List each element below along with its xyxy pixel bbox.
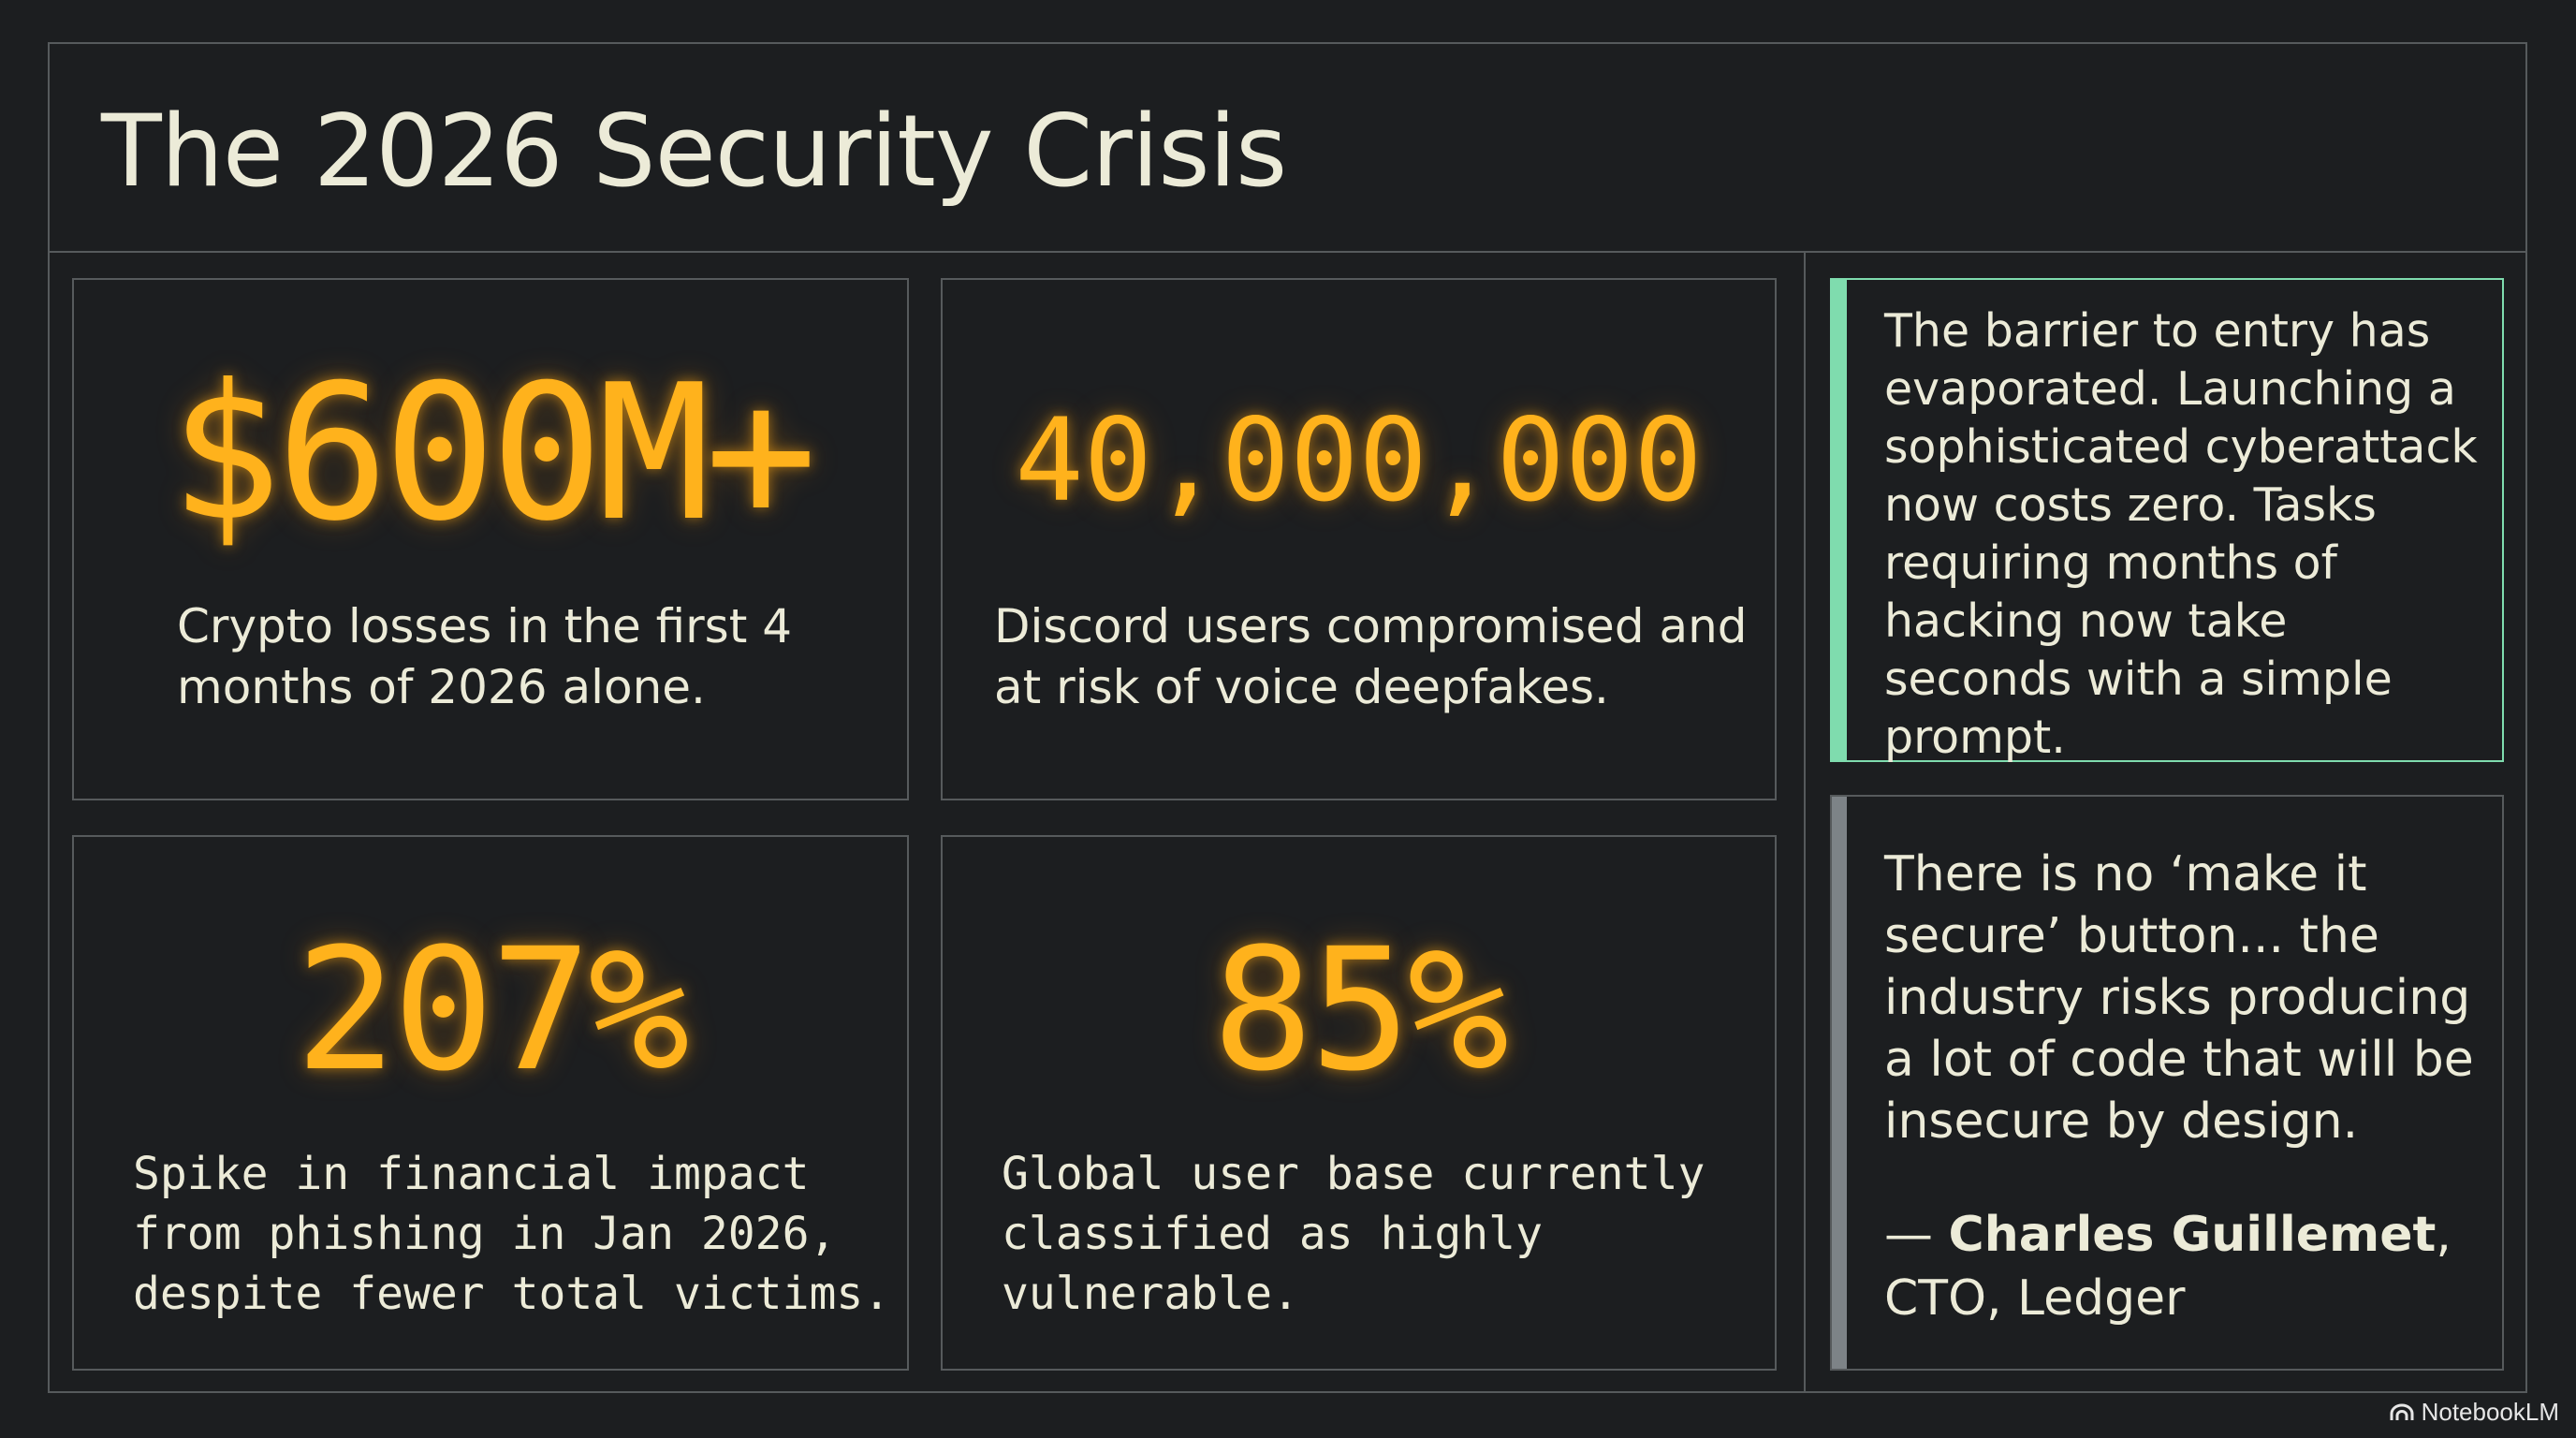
stat-value: 40,000,000 <box>1015 394 1703 527</box>
insight-accent-bar <box>1832 280 1847 760</box>
stat-value: $600M+ <box>168 345 817 563</box>
stat-card-vulnerable-users: 85% Global user base currently classifie… <box>941 835 1777 1371</box>
quote-text: There is no ‘make it secure’ button... t… <box>1884 846 2474 1150</box>
stat-card-discord-users: 40,000,000 Discord users compromised and… <box>941 278 1777 800</box>
stat-card-crypto-losses: $600M+ Crypto losses in the first 4 mont… <box>72 278 909 800</box>
quote-author: Charles Guillemet <box>1948 1207 2437 1263</box>
stat-value: 207% <box>295 913 689 1108</box>
quote-card: There is no ‘make it secure’ button... t… <box>1830 795 2504 1371</box>
stat-value: 85% <box>1211 913 1509 1108</box>
column-divider <box>1804 251 1806 1393</box>
quote-author-role: CTO, Ledger <box>1884 1270 2186 1327</box>
quote-attribution: — Charles Guillemet, CTO, Ledger <box>1884 1203 2483 1330</box>
brand-watermark: NotebookLM <box>2390 1398 2559 1427</box>
stat-description: Spike in financial impact from phishing … <box>133 1148 891 1320</box>
insight-card: The barrier to entry has evaporated. Lau… <box>1830 278 2504 764</box>
stat-description: Global user base currently classified as… <box>1002 1148 1705 1320</box>
insight-text: The barrier to entry has evaporated. Lau… <box>1884 304 2478 764</box>
brand-label: NotebookLM <box>2421 1398 2559 1426</box>
stat-description: Discord users compromised and at risk of… <box>994 599 1748 714</box>
stat-card-phishing-spike: 207% Spike in financial impact from phis… <box>72 835 909 1371</box>
slide-frame <box>48 42 2527 1393</box>
header-divider <box>48 251 2527 253</box>
slide-title: The 2026 Security Crisis <box>101 94 1287 209</box>
attribution-dash: — <box>1884 1207 1949 1263</box>
stat-description: Crypto losses in the first 4 months of 2… <box>177 599 793 714</box>
quote-accent-bar <box>1832 797 1847 1369</box>
attribution-comma: , <box>2436 1207 2452 1263</box>
notebooklm-logo-icon <box>2390 1403 2414 1420</box>
